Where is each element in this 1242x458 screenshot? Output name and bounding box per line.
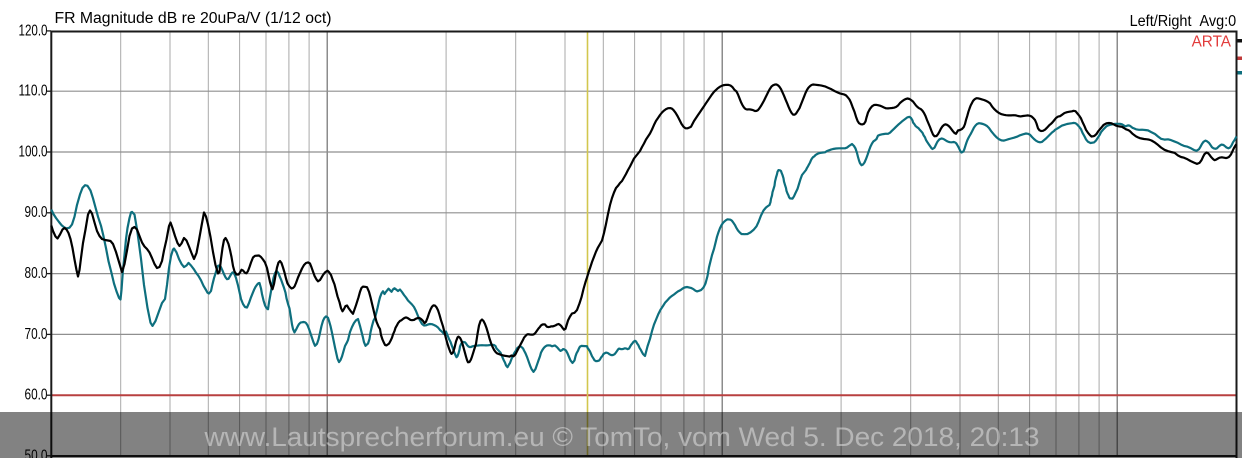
svg-text:120.0: 120.0 xyxy=(19,22,48,39)
svg-text:50.0: 50.0 xyxy=(25,448,48,458)
svg-text:FR Magnitude dB re 20uPa/V (1/: FR Magnitude dB re 20uPa/V (1/12 oct) xyxy=(55,10,332,27)
svg-text:80.0: 80.0 xyxy=(25,265,48,282)
svg-text:70.0: 70.0 xyxy=(25,326,48,343)
svg-text:100.0: 100.0 xyxy=(19,143,48,160)
svg-text:ARTA: ARTA xyxy=(1192,34,1232,51)
svg-text:110.0: 110.0 xyxy=(19,83,48,100)
svg-text:Left/Right Avg:0: Left/Right Avg:0 xyxy=(1130,13,1237,30)
svg-text:www.Lautsprecherforum.eu © Tom: www.Lautsprecherforum.eu © TomTo, vom We… xyxy=(203,422,1039,452)
svg-text:90.0: 90.0 xyxy=(25,204,48,221)
svg-text:60.0: 60.0 xyxy=(25,386,48,403)
